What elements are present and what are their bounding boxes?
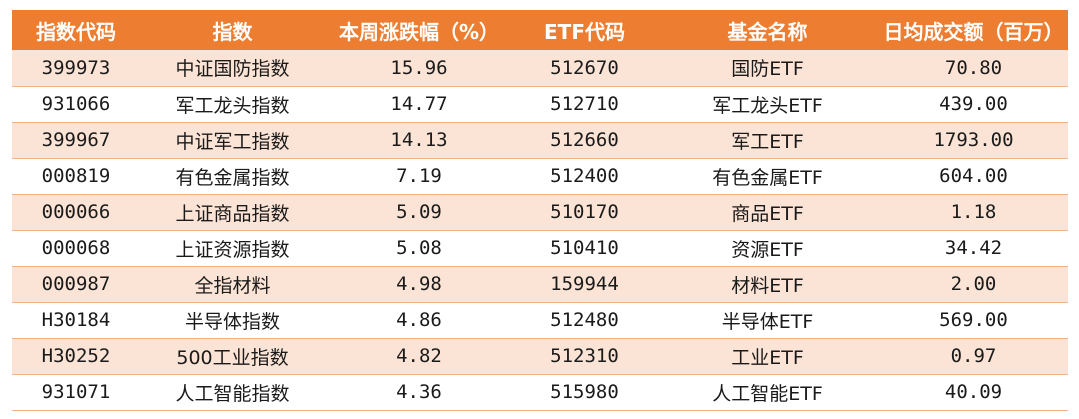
cell-daily-turnover: 40.09 [944,381,1003,403]
cell-etf-code: 512710 [550,93,619,115]
cell-index-code: 399967 [41,129,111,151]
cell-index-code: 399973 [41,56,111,79]
cell-index-name: 上证商品指数 [175,202,290,225]
cell-weekly-change: 7.19 [396,165,442,187]
table-header-row: 指数代码 指数 本周涨跌幅（%） ETF代码 基金名称 日均成交额（百万） [12,10,1068,50]
cell-daily-turnover: 1.18 [950,201,997,223]
cell-weekly-change: 14.13 [390,129,448,151]
cell-index-name: 全指材料 [194,274,271,297]
header-index-name: 指数 [212,19,253,44]
cell-index-name: 半导体指数 [184,310,280,333]
cell-weekly-change: 5.08 [396,237,442,259]
cell-fund-name: 半导体ETF [721,310,814,333]
cell-fund-name: 有色金属ETF [712,166,823,189]
cell-weekly-change: 15.96 [390,56,448,79]
cell-fund-name: 国防ETF [731,58,804,81]
cell-index-code: 000066 [41,201,111,223]
table-row: 000066 上证商品指数 5.09 510170 商品ETF 1.18 [12,194,1068,230]
cell-fund-name: 工业ETF [731,346,804,369]
cell-daily-turnover: 604.00 [939,165,1008,187]
cell-index-name: 军工龙头指数 [175,94,290,117]
cell-index-code: 000987 [41,273,111,295]
table-row: H30184 半导体指数 4.86 512480 半导体ETF 569.00 [12,302,1068,338]
header-fund-name: 基金名称 [727,19,808,44]
table-row: 931071 人工智能指数 4.36 515980 人工智能ETF 40.09 [12,374,1068,410]
cell-index-code: 931071 [41,381,111,403]
cell-index-name: 上证资源指数 [175,238,290,261]
cell-daily-turnover: 0.97 [950,345,997,367]
cell-daily-turnover: 70.80 [944,56,1003,79]
etf-table-container: 指数代码 指数 本周涨跌幅（%） ETF代码 基金名称 日均成交额（百万） 39… [12,10,1068,411]
cell-weekly-change: 4.36 [396,381,442,403]
cell-weekly-change: 4.82 [396,345,442,367]
cell-etf-code: 510170 [550,201,619,223]
table-row: H30252 500工业指数 4.82 512310 工业ETF 0.97 [12,338,1068,374]
cell-fund-name: 材料ETF [731,274,804,297]
cell-daily-turnover: 34.42 [944,237,1003,259]
cell-daily-turnover: 1793.00 [933,129,1014,151]
cell-fund-name: 资源ETF [731,238,804,261]
header-daily-turnover: 日均成交额（百万） [883,19,1064,44]
cell-daily-turnover: 2.00 [950,273,997,295]
cell-index-code: 000819 [41,165,111,187]
cell-etf-code: 512310 [550,345,619,367]
cell-fund-name: 商品ETF [731,202,804,225]
cell-index-code: 000068 [41,237,111,259]
table-row: 399967 中证军工指数 14.13 512660 军工ETF 1793.00 [12,122,1068,158]
cell-index-name: 人工智能指数 [175,382,290,405]
header-index-code: 指数代码 [36,19,116,44]
cell-weekly-change: 4.98 [396,273,442,295]
cell-index-name: 500工业指数 [176,346,289,369]
cell-index-code: H30184 [41,309,111,331]
table-row: 000819 有色金属指数 7.19 512400 有色金属ETF 604.00 [12,158,1068,194]
cell-etf-code: 512660 [550,129,619,151]
table-row: 000987 全指材料 4.98 159944 材料ETF 2.00 [12,266,1068,302]
cell-weekly-change: 5.09 [396,201,442,223]
header-weekly-change: 本周涨跌幅（%） [338,19,500,44]
table-row: 931066 军工龙头指数 14.77 512710 军工龙头ETF 439.0… [12,86,1068,122]
cell-weekly-change: 4.86 [396,309,442,331]
cell-etf-code: 512400 [550,165,619,187]
cell-index-code: 931066 [41,93,111,115]
cell-fund-name: 军工ETF [731,130,804,153]
table-row: 399973 中证国防指数 15.96 512670 国防ETF 70.80 [12,50,1068,86]
cell-etf-code: 159944 [550,273,619,295]
cell-daily-turnover: 439.00 [939,93,1008,115]
cell-etf-code: 512670 [550,56,619,79]
cell-weekly-change: 14.77 [390,93,448,115]
cell-index-name: 有色金属指数 [175,166,290,189]
cell-fund-name: 军工龙头ETF [712,94,823,117]
header-etf-code: ETF代码 [544,19,625,44]
cell-daily-turnover: 569.00 [939,309,1008,331]
etf-weekly-table: 指数代码 指数 本周涨跌幅（%） ETF代码 基金名称 日均成交额（百万） 39… [12,10,1068,411]
cell-index-name: 中证军工指数 [175,130,290,153]
cell-fund-name: 人工智能ETF [712,382,823,405]
cell-etf-code: 515980 [550,381,619,403]
cell-index-name: 中证国防指数 [175,58,290,81]
cell-index-code: H30252 [41,345,111,367]
table-row: 000068 上证资源指数 5.08 510410 资源ETF 34.42 [12,230,1068,266]
cell-etf-code: 512480 [550,309,619,331]
cell-etf-code: 510410 [550,237,619,259]
